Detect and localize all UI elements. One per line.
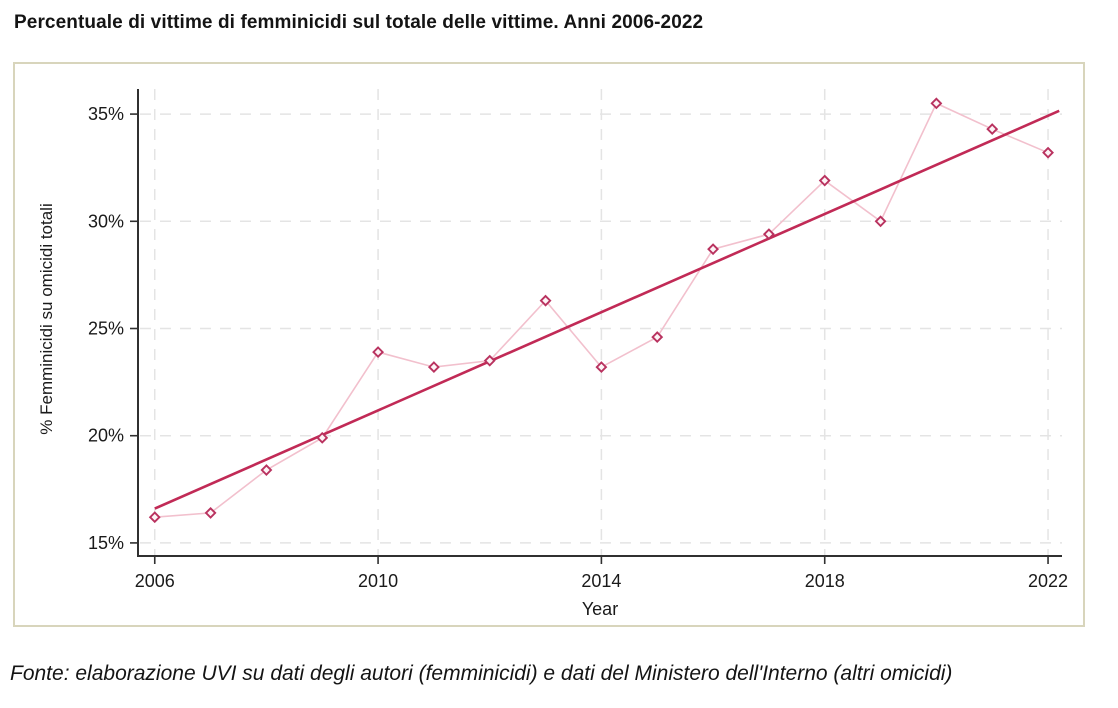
chart-panel: 15% 20% 25% 30% 35% 2006 2010 2014 2018 2022 Year… xyxy=(13,62,1085,627)
y-tick-label: 35% xyxy=(88,104,124,124)
x-tick-label: 2006 xyxy=(135,571,175,591)
y-tick-label: 25% xyxy=(88,319,124,339)
data-point-marker xyxy=(595,361,608,374)
data-point-marker xyxy=(372,346,385,359)
data-point-marker xyxy=(874,215,887,228)
y-axis-title: % Femminicidi su omicidi totali xyxy=(37,203,56,434)
line-chart: 15% 20% 25% 30% 35% 2006 2010 2014 2018 2022 Year… xyxy=(37,89,1068,619)
gridlines xyxy=(140,89,1062,555)
data-point-marker xyxy=(316,431,329,444)
page-title: Percentuale di vittime di femminicidi su… xyxy=(14,12,704,33)
x-tick-label: 2018 xyxy=(805,571,845,591)
data-point-marker xyxy=(762,228,775,241)
data-point-marker xyxy=(986,123,999,136)
data-point-marker xyxy=(818,174,831,187)
x-tick-label: 2014 xyxy=(581,571,621,591)
data-point-marker xyxy=(204,506,217,519)
x-tick-label: 2010 xyxy=(358,571,398,591)
x-tick-label: 2022 xyxy=(1028,571,1068,591)
data-point-marker xyxy=(1042,146,1054,159)
trend-line xyxy=(154,109,1060,510)
y-tick-label: 30% xyxy=(88,211,124,231)
data-point-marker xyxy=(930,97,943,110)
data-point-marker xyxy=(483,354,496,367)
y-tick-label: 20% xyxy=(88,426,124,446)
y-tick-label: 15% xyxy=(88,533,124,553)
data-point-marker xyxy=(260,464,273,476)
data-point-marker xyxy=(148,511,161,524)
data-point-marker xyxy=(427,361,440,374)
axes: 15% 20% 25% 30% 35% 2006 2010 2014 2018 2022 xyxy=(88,89,1068,591)
data-series xyxy=(148,97,1060,524)
source-note: Fonte: elaborazione UVI su dati degli au… xyxy=(10,662,953,685)
data-point-marker xyxy=(539,294,552,307)
data-point-marker xyxy=(707,243,720,256)
x-axis-title: Year xyxy=(582,599,618,619)
data-point-marker xyxy=(651,331,664,344)
